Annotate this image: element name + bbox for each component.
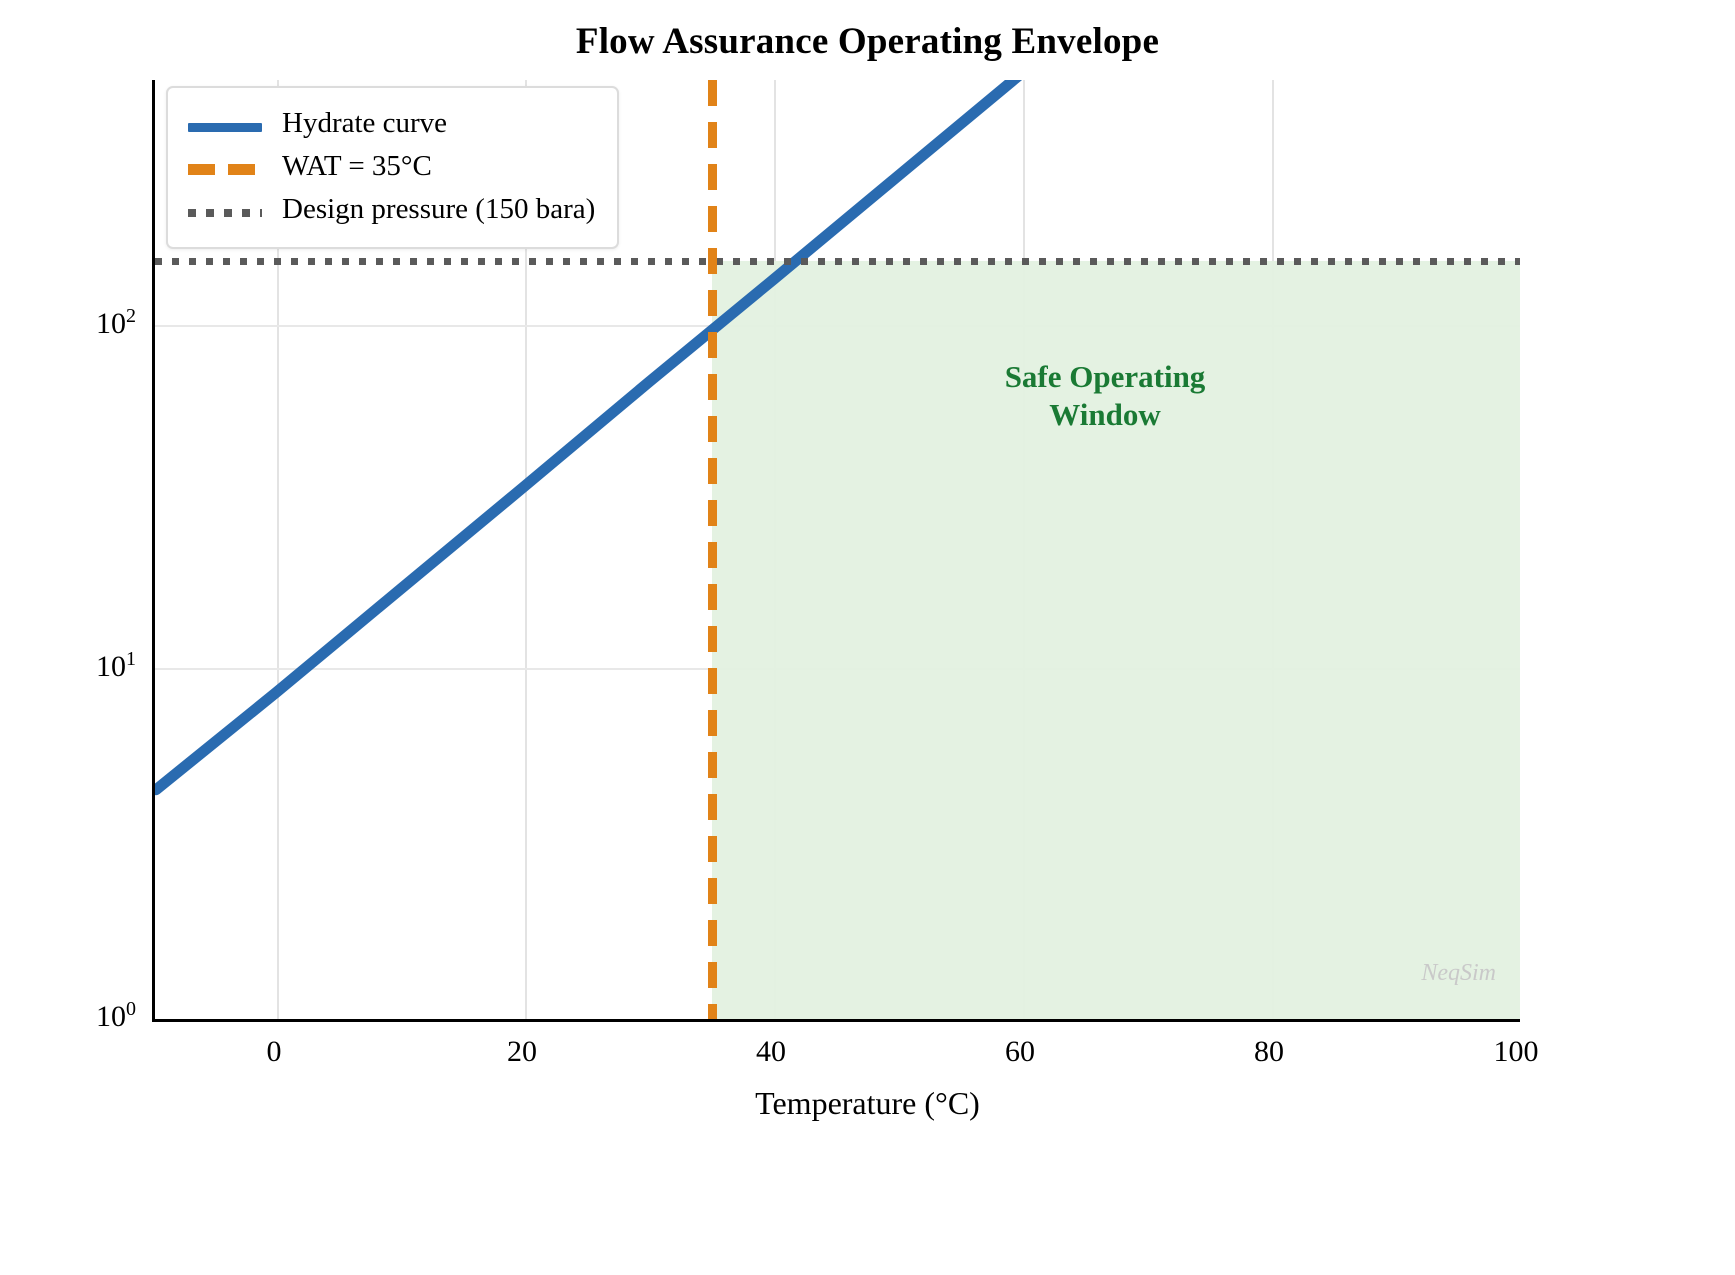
ytick-label-10: 101 [96, 648, 136, 683]
ytick-minor [152, 966, 155, 968]
ytick-minor [152, 594, 155, 596]
ytick-minor [152, 617, 155, 619]
gridline-horizontal-1 [155, 1020, 1520, 1022]
xtick-major-20 [525, 1019, 528, 1022]
ytick-minor [152, 837, 155, 839]
legend-item-design-pressure[interactable]: Design pressure (150 bara) [188, 188, 595, 231]
ytick-major-100 [152, 325, 155, 328]
xtick-major-100 [1518, 1019, 1520, 1022]
legend-label: WAT = 35°C [282, 150, 432, 182]
xtick-major-80 [1272, 1019, 1275, 1022]
legend-item-wat[interactable]: WAT = 35°C [188, 145, 595, 188]
xtick-label-100: 100 [1493, 1035, 1539, 1068]
xtick-major-60 [1023, 1019, 1026, 1022]
safe-operating-window-label: Safe Operating Window [1004, 359, 1206, 432]
ytick-major-10 [152, 668, 155, 671]
xtick-label-60: 60 [1005, 1035, 1035, 1068]
safe-operating-window-region [712, 261, 1520, 1019]
dotted-line-swatch-icon [188, 209, 262, 217]
design-pressure-line [155, 258, 1520, 265]
x-axis-title: Temperature (°C) [755, 1085, 980, 1121]
legend-item-hydrate-curve[interactable]: Hydrate curve [188, 102, 595, 145]
xtick-label-40: 40 [756, 1035, 786, 1068]
gridline-vertical-20 [525, 80, 527, 1019]
plot-area: Safe Operating Window NeqSim [152, 80, 1520, 1022]
dashed-line-swatch-icon [188, 164, 262, 175]
ytick-minor [152, 655, 155, 657]
wat-line [708, 80, 717, 1019]
ytick-minor [152, 88, 155, 90]
ytick-minor [152, 428, 155, 430]
ytick-minor [152, 943, 155, 945]
hydrate-curve-line [155, 80, 1023, 796]
gridline-vertical-0 [277, 80, 279, 1019]
ytick-minor [152, 987, 155, 989]
ytick-label-1: 100 [96, 998, 136, 1033]
xtick-major-40 [774, 1019, 777, 1022]
ytick-minor [152, 566, 155, 568]
xtick-label-80: 80 [1254, 1035, 1284, 1068]
ytick-major-1 [152, 1018, 155, 1021]
legend-label: Hydrate curve [282, 107, 448, 139]
xtick-label-20: 20 [507, 1035, 537, 1068]
xtick-label-0: 0 [266, 1035, 282, 1068]
ytick-minor [152, 281, 155, 283]
ytick-minor [152, 880, 155, 882]
ytick-minor [152, 143, 155, 145]
ytick-minor [152, 774, 155, 776]
page-title: Flow Assurance Operating Envelope [575, 21, 1160, 62]
ytick-minor [152, 1004, 155, 1006]
legend-label: Design pressure (150 bara) [282, 193, 596, 225]
ytick-minor [152, 532, 155, 534]
neqsim-watermark: NeqSim [1421, 960, 1496, 986]
ytick-label-100: 102 [96, 305, 136, 340]
xtick-major-0 [277, 1019, 280, 1022]
ytick-minor [152, 915, 155, 917]
ytick-minor [152, 207, 155, 209]
legend[interactable]: Hydrate curve WAT = 35°C Design pressure… [166, 86, 620, 249]
solid-line-swatch-icon [188, 122, 262, 132]
ytick-minor [152, 489, 155, 491]
ytick-minor [152, 638, 155, 640]
